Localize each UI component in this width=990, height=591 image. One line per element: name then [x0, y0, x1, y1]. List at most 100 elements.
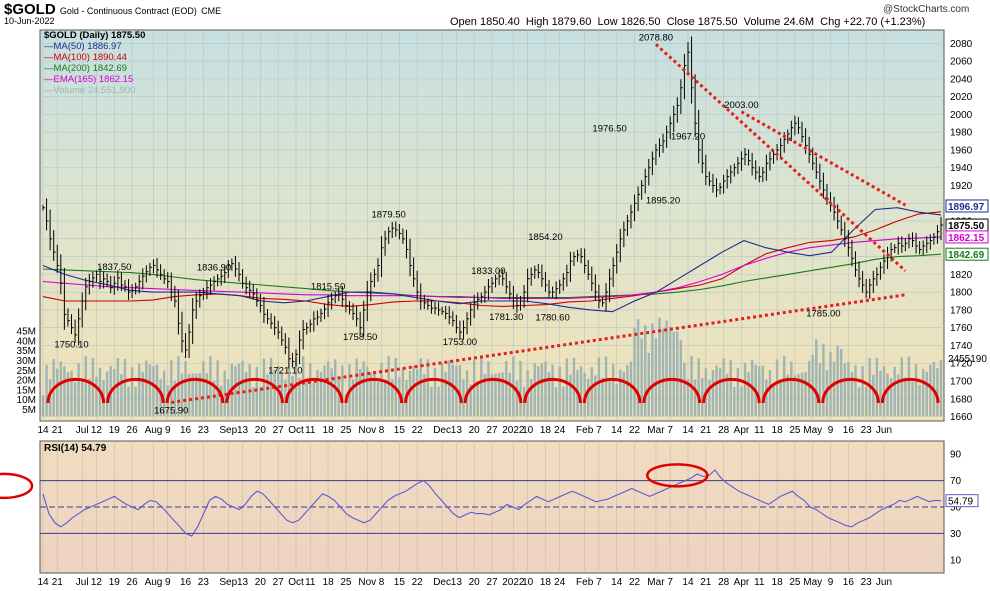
cycle-arc	[821, 377, 880, 404]
volume-bar	[448, 360, 451, 416]
y-tick-label: 1980	[950, 128, 973, 139]
volume-bar	[811, 354, 814, 416]
rsi-x-tick-label: 20	[255, 577, 267, 588]
y-tick-label: 1960	[950, 145, 973, 156]
cycle-arc	[880, 377, 940, 404]
price-annotation: 1750.10	[54, 339, 88, 350]
ohlc-readout: Open 1850.40 High 1879.60 Low 1826.50 Cl…	[450, 16, 926, 28]
volume-bar	[636, 319, 640, 416]
x-tick-label: 28	[718, 425, 730, 436]
volume-bar	[633, 327, 636, 416]
x-tick-label: 13	[451, 425, 463, 436]
volume-bar	[882, 366, 886, 416]
volume-bar	[758, 366, 761, 416]
x-tick-label: 21	[52, 425, 64, 436]
volume-bar	[558, 366, 561, 416]
volume-bar	[629, 361, 633, 416]
volume-bar	[412, 365, 415, 416]
trendline	[654, 43, 907, 272]
volume-bar	[373, 371, 376, 416]
volume-bar	[921, 368, 925, 416]
x-tick-label: 7	[596, 425, 602, 436]
price-annotation: 1854.20	[528, 232, 562, 243]
volume-tick-label: 45M	[17, 327, 36, 338]
volume-bar	[366, 366, 369, 416]
rsi-x-tick-label: 11	[754, 577, 765, 588]
volume-bar	[686, 378, 690, 416]
cycle-arc	[165, 377, 225, 404]
volume-bar	[419, 358, 422, 416]
price-annotation: 1836.90	[197, 262, 231, 273]
x-tick-label: Oct	[288, 425, 304, 436]
x-tick-label: 27	[273, 425, 285, 436]
volume-bar	[284, 379, 287, 416]
volume-bar	[305, 380, 308, 416]
volume-bar	[205, 373, 209, 416]
volume-bar	[309, 363, 312, 416]
volume-bar	[415, 368, 419, 416]
volume-tick-label: 20M	[17, 376, 36, 387]
volume-bar	[66, 372, 70, 416]
volume-tick-label: 10M	[17, 395, 36, 406]
rsi-x-tick-label: 14	[37, 577, 49, 588]
x-tick-label: 21	[700, 425, 712, 436]
x-tick-label: 10	[522, 425, 534, 436]
rsi-y-tick-label: 30	[950, 529, 962, 540]
volume-bar	[857, 387, 861, 416]
y-tick-label: 1780	[950, 305, 973, 316]
rsi-x-tick-label: 25	[340, 577, 352, 588]
volume-bar	[430, 386, 433, 416]
rsi-x-tick-label: 18	[772, 577, 784, 588]
rsi-x-tick-label: 24	[554, 577, 566, 588]
volume-bar	[209, 356, 212, 416]
volume-bar	[138, 363, 141, 416]
volume-bar	[533, 363, 536, 416]
rsi-x-tick-label: Jul	[76, 577, 89, 588]
volume-bar	[341, 365, 344, 416]
volume-bar	[797, 374, 800, 416]
volume-bar	[569, 374, 572, 416]
volume-bar	[640, 338, 643, 416]
volume-bar	[383, 379, 387, 416]
volume-bar	[601, 377, 604, 416]
volume-bar	[234, 366, 237, 416]
volume-bar	[658, 317, 661, 416]
volume-bar	[73, 382, 77, 416]
volume-bar	[654, 338, 658, 416]
cycle-arc	[761, 377, 821, 404]
x-tick-label: 14	[611, 425, 623, 436]
volume-bar	[807, 360, 811, 416]
x-tick-label: 7	[667, 425, 673, 436]
x-tick-label: 27	[486, 425, 498, 436]
volume-bar	[551, 364, 554, 416]
ema165-line	[42, 236, 942, 299]
price-annotation: 1785.00	[806, 308, 840, 319]
volume-bar	[330, 368, 333, 416]
volume-bar	[736, 368, 740, 416]
volume-bar	[480, 356, 483, 416]
volume-bar	[579, 366, 583, 416]
rsi-x-tick-label: Jun	[876, 577, 892, 588]
volume-bar	[783, 356, 786, 416]
price-annotation: 1976.50	[592, 123, 626, 134]
volume-bar	[537, 366, 540, 416]
volume-bar	[772, 383, 775, 416]
rsi-x-tick-label: Feb	[576, 577, 594, 588]
volume-bar	[818, 363, 822, 416]
volume-bar	[693, 379, 697, 416]
x-tick-label: 25	[340, 425, 352, 436]
volume-bar	[440, 363, 444, 416]
volume-bar	[779, 381, 782, 416]
rsi-x-tick-label: 16	[843, 577, 855, 588]
volume-bar	[358, 368, 362, 416]
volume-bar	[683, 362, 686, 416]
x-tick-label: 23	[861, 425, 873, 436]
x-tick-label: 13	[237, 425, 249, 436]
volume-bar	[544, 361, 547, 416]
legend-entry: —EMA(165) 1862.15	[44, 74, 134, 85]
volume-bar	[162, 370, 166, 416]
volume-bar	[647, 352, 650, 416]
volume-bar	[565, 358, 569, 416]
volume-bar	[59, 361, 63, 416]
rsi-x-tick-label: 21	[52, 577, 64, 588]
